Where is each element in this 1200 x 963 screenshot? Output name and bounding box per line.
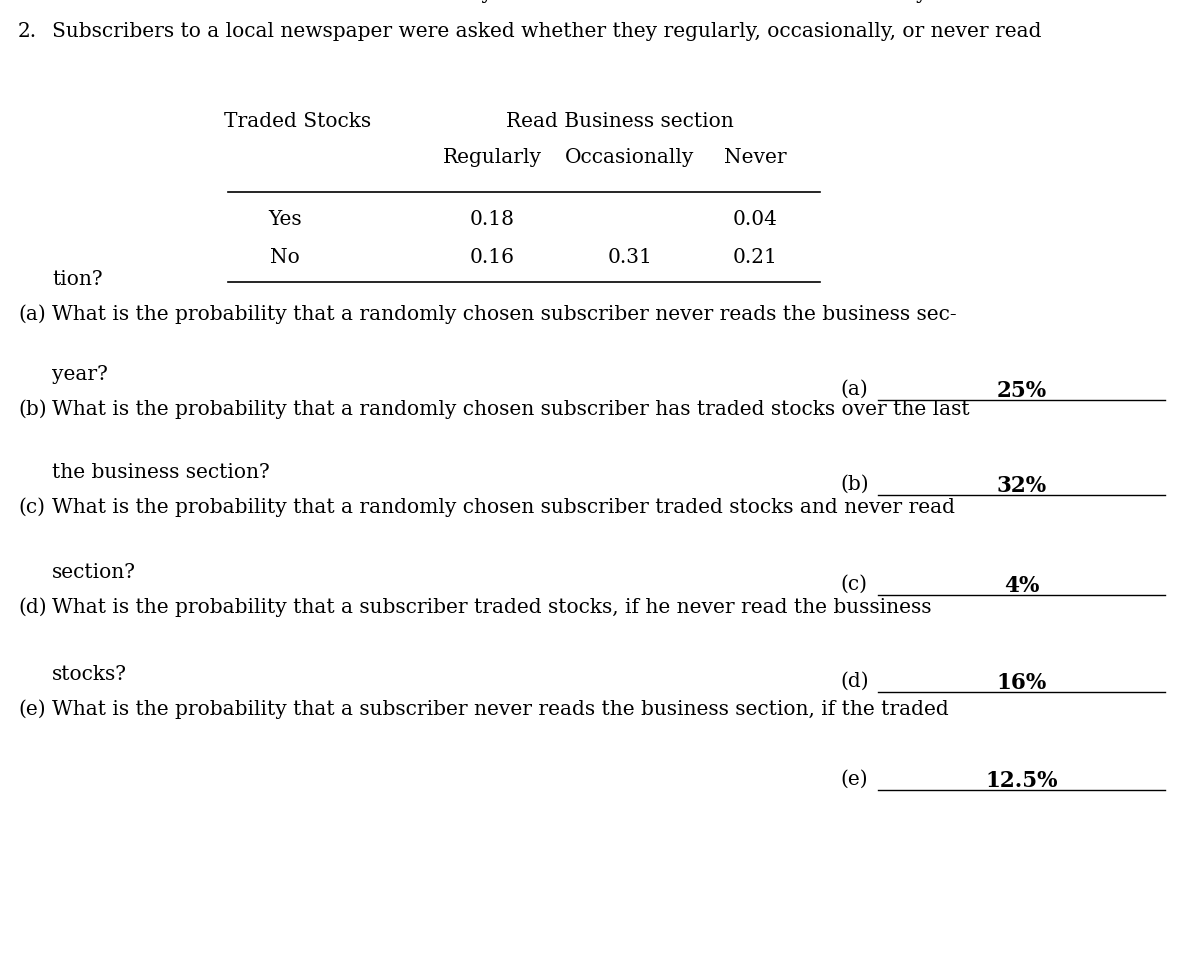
Text: Subscribers to a local newspaper were asked whether they regularly, occasionally: Subscribers to a local newspaper were as… — [52, 22, 1042, 41]
Text: (b): (b) — [840, 475, 869, 494]
Text: Read Business section: Read Business section — [506, 112, 734, 131]
Text: What is the probability that a randomly chosen subscriber traded stocks and neve: What is the probability that a randomly … — [52, 498, 955, 517]
Text: section?: section? — [52, 563, 136, 582]
Text: 0.16: 0.16 — [469, 248, 515, 267]
Text: Occasionally: Occasionally — [565, 148, 695, 167]
Text: Never: Never — [724, 148, 786, 167]
Text: What is the probability that a randomly chosen subscriber has traded stocks over: What is the probability that a randomly … — [52, 400, 970, 419]
Text: (a): (a) — [18, 305, 46, 324]
Text: 25%: 25% — [996, 380, 1046, 402]
Text: What is the probability that a randomly chosen subscriber never reads the busine: What is the probability that a randomly … — [52, 305, 956, 324]
Text: 16%: 16% — [996, 672, 1046, 694]
Text: (a): (a) — [840, 380, 868, 399]
Text: (d): (d) — [18, 598, 47, 617]
Text: year?: year? — [52, 365, 108, 384]
Text: (d): (d) — [840, 672, 869, 691]
Text: (c): (c) — [18, 498, 46, 517]
Text: stocks?: stocks? — [52, 665, 127, 684]
Text: tion?: tion? — [52, 270, 103, 289]
Text: 12.5%: 12.5% — [985, 770, 1057, 792]
Text: 0.31: 0.31 — [607, 248, 653, 267]
Text: What is the probability that a subscriber never reads the business section, if t: What is the probability that a subscribe… — [52, 700, 949, 719]
Text: 0.21: 0.21 — [732, 248, 778, 267]
Text: What is the probability that a subscriber traded stocks, if he never read the bu: What is the probability that a subscribe… — [52, 598, 931, 617]
Text: 4%: 4% — [1004, 575, 1039, 597]
Text: Traded Stocks: Traded Stocks — [224, 112, 372, 131]
Text: (b): (b) — [18, 400, 47, 419]
Text: Regularly: Regularly — [443, 148, 541, 167]
Text: 0.18: 0.18 — [469, 210, 515, 229]
Text: Yes: Yes — [268, 210, 302, 229]
Text: the business section?: the business section? — [52, 463, 270, 482]
Text: 0.04: 0.04 — [732, 210, 778, 229]
Text: (e): (e) — [840, 770, 868, 789]
Text: the business section and also whether they had traded common stocks over the las: the business section and also whether th… — [52, 0, 1016, 3]
Text: (e): (e) — [18, 700, 46, 719]
Text: (c): (c) — [840, 575, 866, 594]
Text: 2.: 2. — [18, 22, 37, 41]
Text: 32%: 32% — [996, 475, 1046, 497]
Text: No: No — [270, 248, 300, 267]
